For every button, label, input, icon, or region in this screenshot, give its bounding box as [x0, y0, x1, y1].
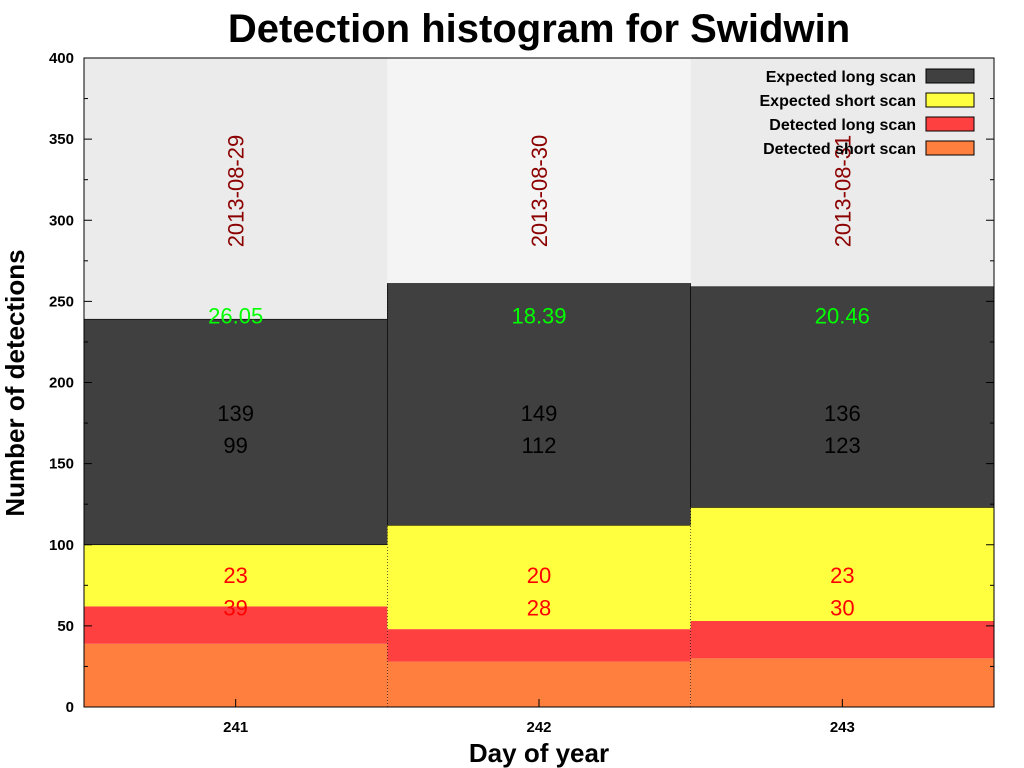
x-axis: 241 242 243	[223, 699, 855, 736]
y-axis-label: Number of detections	[0, 249, 30, 516]
legend-label: Detected long scan	[769, 117, 916, 134]
date-label: 2013-08-29	[224, 135, 249, 248]
legend-swatch	[925, 140, 975, 156]
expected-long-count-label: 139	[217, 401, 254, 426]
y-axis: 0 50 100 150 200 250 300 350 400	[49, 50, 994, 716]
y-tick-label: 200	[49, 375, 74, 392]
bar-segment	[83, 318, 388, 546]
bar-segment	[690, 621, 994, 659]
legend: Expected long scan Expected short scan Det…	[760, 68, 975, 158]
detected-long-count-label: 23	[223, 563, 247, 588]
y-tick-label: 300	[49, 212, 74, 229]
percent-label: 26.05	[208, 303, 263, 328]
chart-title: Detection histogram for Swidwin	[228, 7, 850, 51]
bar-segment	[690, 507, 994, 622]
detected-short-count-label: 30	[830, 595, 854, 620]
detected-long-count-label: 20	[527, 563, 551, 588]
legend-swatch	[925, 68, 975, 84]
stacked-bars	[83, 283, 995, 707]
y-tick-label: 100	[49, 537, 74, 554]
y-tick-label: 350	[49, 131, 74, 148]
bar-segment	[690, 658, 994, 707]
bar-segment	[690, 286, 995, 508]
x-tick-label: 242	[526, 719, 551, 736]
expected-short-count-label: 123	[824, 433, 861, 458]
expected-short-count-label: 112	[521, 433, 556, 458]
x-tick-label: 243	[830, 719, 855, 736]
bar-segment	[387, 525, 691, 630]
legend-swatch	[925, 92, 975, 108]
expected-long-count-label: 136	[824, 401, 861, 426]
y-tick-label: 250	[49, 293, 74, 310]
y-tick-label: 0	[66, 699, 74, 716]
y-tick-label: 400	[49, 50, 74, 67]
legend-swatch	[925, 116, 975, 132]
bar-value-labels: 26.05 139 99 23 39 2013-08-29 18.39 149 112 20 28 2…	[208, 135, 870, 621]
expected-short-count-label: 99	[223, 433, 247, 458]
x-tick-label: 241	[223, 719, 248, 736]
detected-short-count-label: 28	[527, 595, 551, 620]
legend-label: Expected short scan	[760, 93, 917, 110]
bar-segment	[84, 544, 388, 607]
date-label: 2013-08-31	[830, 135, 855, 248]
y-tick-label: 50	[57, 618, 74, 635]
y-tick-label: 150	[49, 456, 74, 473]
x-axis-label: Day of year	[469, 738, 609, 768]
detected-short-count-label: 39	[223, 595, 247, 620]
bar-segment	[387, 629, 691, 662]
date-label: 2013-08-30	[527, 135, 552, 248]
bar-segment	[84, 643, 388, 707]
detected-long-count-label: 23	[830, 563, 854, 588]
percent-label: 18.39	[511, 303, 566, 328]
legend-label: Expected long scan	[766, 69, 916, 86]
legend-label: Detected short scan	[763, 141, 916, 158]
percent-label: 20.46	[815, 303, 870, 328]
expected-long-count-label: 149	[521, 401, 558, 426]
bar-segment	[84, 606, 388, 644]
